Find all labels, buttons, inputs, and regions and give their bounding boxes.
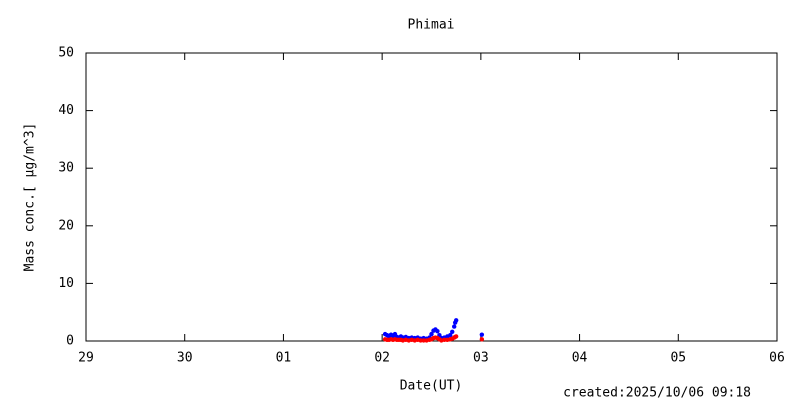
y-tick-label: 10: [58, 276, 74, 291]
y-tick-label: 30: [58, 161, 74, 176]
y-tick-label: 20: [58, 218, 74, 233]
data-point: [453, 318, 459, 323]
y-tick-label: 0: [66, 334, 74, 349]
x-axis-label: Date(UT): [400, 379, 463, 394]
x-tick-label: 02: [374, 351, 390, 366]
y-tick-label: 50: [58, 46, 74, 61]
x-tick-label: 03: [473, 351, 489, 366]
x-tick-label: 06: [769, 351, 785, 366]
data-point: [448, 333, 453, 338]
chart-title: Phimai: [408, 18, 455, 33]
x-tick-label: 30: [177, 351, 193, 366]
data-point: [450, 329, 455, 334]
x-tick-label: 05: [670, 351, 686, 366]
data-point: [479, 337, 485, 342]
data-point: [452, 324, 457, 329]
y-axis-label: Mass conc.[ μg/m^3]: [23, 123, 38, 272]
data-point: [429, 331, 434, 337]
x-tick-label: 04: [572, 351, 588, 366]
plot-frame: [85, 52, 778, 342]
data-point: [479, 332, 485, 337]
data-point: [453, 334, 459, 339]
x-tick-label: 29: [78, 351, 94, 366]
y-tick-label: 40: [58, 103, 74, 118]
annotation: created:2025/10/06 09:18: [563, 386, 751, 400]
data-point: [435, 329, 440, 334]
x-tick-label: 01: [276, 351, 292, 366]
